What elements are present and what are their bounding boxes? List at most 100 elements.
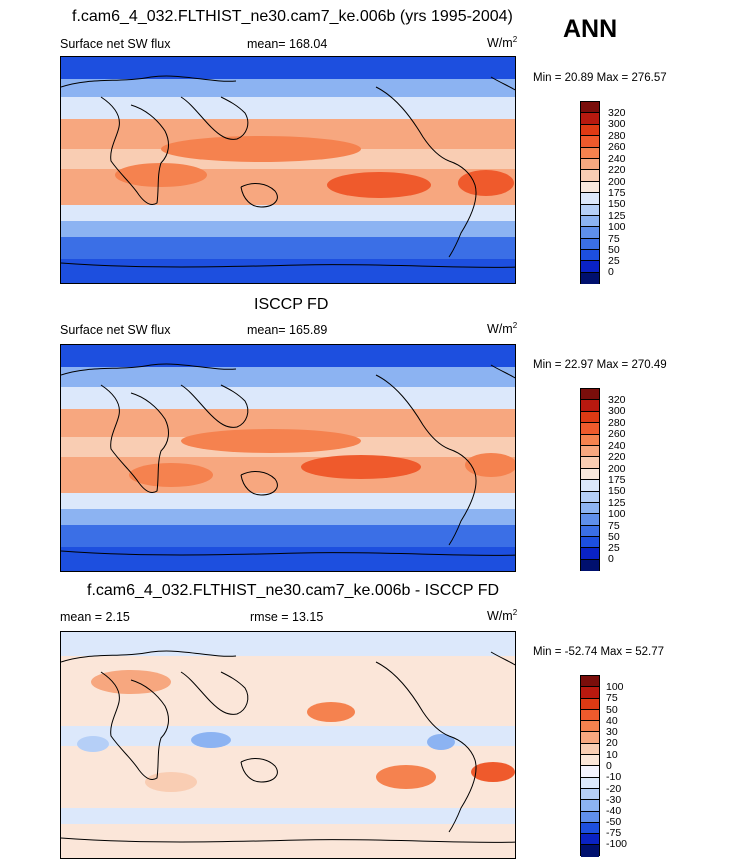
map-band-south (61, 237, 515, 259)
panel3-map (60, 631, 516, 859)
cb1-seg-14 (581, 250, 599, 262)
map-diff-npac (307, 702, 355, 722)
map-band-north (61, 57, 515, 79)
cb1-tick: 300 (608, 118, 626, 130)
panel1-minmax: Min = 20.89 Max = 276.57 (533, 72, 667, 84)
cb2-tick: 200 (608, 463, 626, 475)
map-hotspot-spac (301, 455, 421, 479)
cb2-seg-7 (581, 457, 599, 469)
cb1-tick: 0 (608, 266, 614, 278)
cb3-tick: 40 (606, 715, 618, 727)
panel3-map-svg (61, 632, 515, 858)
map-diff-warmpool (191, 732, 231, 748)
panel3-rmse: rmse = 13.15 (250, 610, 324, 624)
map-band-north (61, 632, 515, 656)
cb3-tick: 75 (606, 692, 618, 704)
cb3-seg-15 (581, 834, 599, 846)
panel3-minmax: Min = -52.74 Max = 52.77 (533, 646, 665, 658)
cb2-tick: 280 (608, 417, 626, 429)
map-coastlines (61, 363, 515, 556)
cb1-seg-7 (581, 170, 599, 182)
cb1-seg-3 (581, 124, 599, 137)
map-band-north-mid (61, 367, 515, 387)
map-band-antarctic (61, 547, 515, 571)
cb2-tick: 240 (608, 440, 626, 452)
map-hotspot-npac (161, 136, 361, 162)
cb1-seg-13 (581, 238, 599, 251)
cb2-tick: 300 (608, 405, 626, 417)
cb3-tick: -30 (606, 794, 622, 806)
cb2-tick: 220 (608, 451, 626, 463)
cb2-seg-14 (581, 537, 599, 549)
panel2-colorbar (580, 388, 600, 572)
map-band-south-mid (61, 509, 515, 525)
cb2-tick: 320 (608, 394, 626, 406)
map-diff-satl (471, 762, 515, 782)
cb1-seg-16 (581, 272, 599, 285)
cb2-seg-10 (581, 491, 599, 503)
cb2-tick: 125 (608, 497, 626, 509)
cb3-seg-14 (581, 822, 599, 835)
cb3-tick: -75 (606, 827, 622, 839)
map-band-equator (61, 726, 515, 746)
cb1-seg-2 (581, 113, 599, 125)
panel2-units: W/m2 (487, 321, 518, 337)
cb2-tick: 75 (608, 520, 620, 532)
cb3-seg-8 (581, 755, 599, 767)
map-band-south-sub (61, 205, 515, 221)
cb3-tick: -20 (606, 783, 622, 795)
cb1-seg-15 (581, 261, 599, 273)
map-coastlines (61, 650, 515, 843)
cb2-seg-13 (581, 525, 599, 538)
map-hotspot-npac (181, 429, 361, 453)
cb3-seg-9 (581, 766, 599, 778)
cb3-seg-1 (581, 676, 599, 688)
cb3-tick: -100 (606, 838, 628, 850)
panel2-variable: Surface net SW flux (60, 323, 171, 337)
map-band-north-mid (61, 79, 515, 97)
panel1-title: f.cam6_4_032.FLTHIST_ne30.cam7_ke.006b (… (72, 8, 513, 25)
map-hotspot-spac (327, 172, 431, 198)
cb1-tick: 260 (608, 141, 626, 153)
cb2-tick: 260 (608, 428, 626, 440)
cb1-tick: 175 (608, 187, 626, 199)
cb1-tick: 100 (608, 221, 626, 233)
panel2-mean: mean= 165.89 (247, 323, 328, 337)
cb2-seg-2 (581, 400, 599, 412)
cb3-seg-2 (581, 687, 599, 699)
panel3-units: W/m2 (487, 608, 518, 624)
cb1-tick: 150 (608, 198, 626, 210)
map-hotspot-indian (115, 163, 207, 187)
cb2-tick: 0 (608, 553, 614, 565)
cb1-tick: 320 (608, 107, 626, 119)
cb3-tick: 10 (606, 749, 618, 761)
cb3-seg-16 (581, 845, 599, 857)
cb2-seg-1 (581, 389, 599, 401)
cb1-tick: 75 (608, 233, 620, 245)
map-band-antarctic (61, 259, 515, 283)
season-label: ANN (563, 15, 618, 43)
cb2-seg-5 (581, 434, 599, 446)
cb3-tick: -50 (606, 816, 622, 828)
cb2-seg-3 (581, 411, 599, 424)
cb2-seg-12 (581, 514, 599, 526)
cb3-seg-4 (581, 709, 599, 722)
panel1-mean: mean= 168.04 (247, 37, 328, 51)
map-hotspot-indian (129, 463, 213, 487)
cb2-tick: 100 (608, 508, 626, 520)
cb3-tick: 100 (606, 681, 624, 693)
cb2-seg-9 (581, 480, 599, 492)
map-band-south (61, 808, 515, 824)
cb3-tick: 0 (606, 760, 612, 772)
map-diff-sahara (91, 670, 171, 694)
cb3-seg-12 (581, 800, 599, 812)
map-hotspot-satl (465, 453, 515, 477)
cb3-tick: 30 (606, 726, 618, 738)
cb2-tick: 150 (608, 485, 626, 497)
cb1-seg-6 (581, 158, 599, 171)
cb3-tick: -10 (606, 771, 622, 783)
panel3-mean: mean = 2.15 (60, 610, 130, 624)
cb2-tick: 175 (608, 474, 626, 486)
map-diff-indian (145, 772, 197, 792)
cb3-seg-13 (581, 811, 599, 823)
